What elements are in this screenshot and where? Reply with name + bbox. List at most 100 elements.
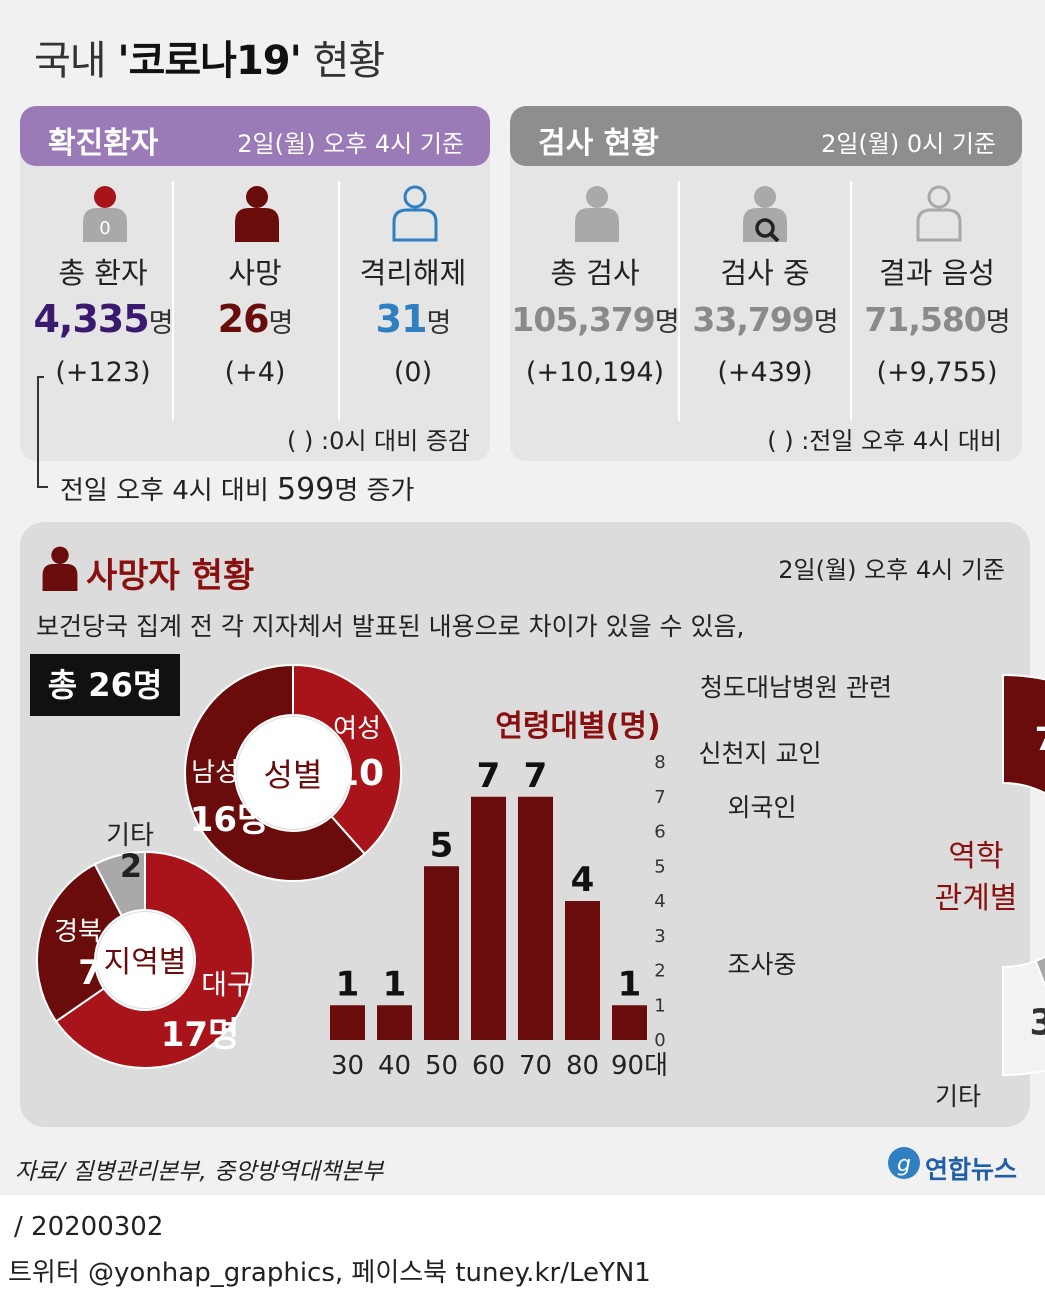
- confirmed-panel-header: 확진환자 2일(월) 오후 4시 기준: [20, 106, 490, 166]
- age-chart-title: 연령대별(명): [495, 709, 660, 744]
- age-ytick-label: 2: [654, 961, 665, 982]
- age-category-label: 70: [519, 1051, 552, 1081]
- magnifier-person-icon: [743, 186, 787, 242]
- patient-badge-icon: 0: [83, 186, 127, 242]
- epi-label-cheongdo: 청도대남병원 관련: [700, 673, 892, 702]
- epi-title-line1: 역학: [948, 839, 1003, 874]
- negative-delta: (+9,755): [876, 357, 998, 388]
- age-ytick-label: 4: [654, 891, 665, 912]
- tests-panel: 검사 현황 2일(월) 0시 기준 총 검사 105,379명 (+10,194…: [510, 106, 1022, 461]
- epi-label-shincheonji: 신천지 교인: [699, 739, 822, 768]
- region-slice: [36, 863, 124, 1023]
- daily-increase-callout: 전일 오후 4시 대비 599명 증가: [60, 472, 415, 507]
- age-bar-value: 1: [383, 964, 407, 1004]
- sex-value-male: 16명: [190, 800, 269, 840]
- age-category-label: 40: [378, 1051, 411, 1081]
- total-patients-value: 4,335명: [33, 297, 173, 341]
- region-slice: [93, 850, 146, 918]
- tests-header-date: 2일(월) 0시 기준: [821, 130, 996, 158]
- deaths-section-date: 2일(월) 오후 4시 기준: [778, 556, 1005, 584]
- epi-label-foreigner: 외국인: [727, 793, 796, 822]
- age-ytick-label: 0: [654, 1030, 665, 1051]
- epi-value-cheongdo: 7명: [1035, 720, 1045, 758]
- total-tests-label: 총 검사: [550, 256, 640, 290]
- region-donut-title: 지역별: [104, 945, 187, 980]
- total-tests-value: 105,379명: [511, 300, 679, 339]
- total-patients-label: 총 환자: [58, 256, 148, 290]
- sex-donut-hole: [237, 717, 349, 829]
- age-bar-value: 5: [430, 825, 454, 865]
- age-bar: [424, 866, 459, 1040]
- region-label-gyeongbuk: 경북: [54, 917, 102, 947]
- age-ytick-label: 1: [654, 995, 665, 1016]
- age-ytick-label: 5: [654, 856, 665, 877]
- region-value-other: 2: [120, 847, 142, 885]
- released-label: 격리해제: [359, 256, 467, 290]
- age-bar-value: 1: [336, 964, 360, 1004]
- testing-label: 검사 중: [720, 256, 810, 290]
- region-label-other: 기타: [106, 821, 154, 851]
- sex-donut-title: 성별: [264, 756, 323, 794]
- epi-label-investigating: 조사중: [727, 950, 796, 979]
- deceased-person-icon: [235, 186, 279, 242]
- sex-donut-chart: 성별 여성 10 남성 16명: [184, 663, 402, 882]
- age-bar-value: 7: [477, 756, 501, 796]
- deaths-value: 26명: [217, 297, 294, 341]
- source-credit: 자료/ 질병관리본부, 중앙방역대책본부: [15, 1159, 384, 1185]
- age-ytick-label: 6: [654, 822, 665, 843]
- column-divider: [678, 181, 680, 421]
- age-bar: [612, 1005, 647, 1040]
- deaths-section-title: 사망자 현황: [86, 556, 255, 596]
- age-bar: [330, 1005, 365, 1040]
- age-bar: [377, 1005, 412, 1040]
- region-value-gyeongbuk: 7: [78, 953, 102, 993]
- confirmed-panel: 확진환자 2일(월) 오후 4시 기준 0 총 환자 4,335명 (+123)…: [20, 106, 490, 461]
- age-category-label: 30: [331, 1051, 364, 1081]
- age-category-label: 80: [566, 1051, 599, 1081]
- age-ytick-label: 7: [654, 787, 665, 808]
- age-bar: [518, 796, 553, 1040]
- patient-badge-digit: 0: [99, 218, 110, 239]
- epi-slice: [1002, 673, 1045, 795]
- negative-label: 결과 음성: [879, 256, 995, 290]
- region-slice: [54, 850, 254, 1069]
- age-bar-value: 7: [524, 756, 548, 796]
- svg-text:g: g: [897, 1152, 911, 1177]
- yonhap-logo-text: 연합뉴스: [925, 1155, 1018, 1184]
- region-value-daegu: 17명: [161, 1015, 240, 1055]
- age-bar: [565, 901, 600, 1040]
- testing-delta: (+439): [717, 357, 813, 388]
- tests-panel-header: 검사 현황 2일(월) 0시 기준: [510, 106, 1022, 166]
- total-patients-delta: (+123): [55, 357, 151, 388]
- deaths-label: 사망: [228, 256, 282, 290]
- column-divider: [172, 181, 174, 421]
- epi-value-other: 3: [1030, 1003, 1045, 1044]
- sex-label-male: 남성: [191, 758, 239, 788]
- age-bar-value: 4: [571, 860, 595, 900]
- released-delta: (0): [393, 357, 433, 388]
- confirmed-header-title: 확진환자: [48, 126, 159, 161]
- total-tests-delta: (+10,194): [525, 357, 665, 388]
- sex-slice: [184, 663, 367, 882]
- sex-value-female: 10: [334, 753, 384, 794]
- released-person-icon: [392, 185, 438, 242]
- footer-social: 트위터 @yonhap_graphics, 페이스북 tuney.kr/LeYN…: [8, 1258, 651, 1288]
- footer-date: / 20200302: [14, 1212, 164, 1242]
- confirmed-header-date: 2일(월) 오후 4시 기준: [237, 130, 464, 158]
- page-title: 국내 '코로나19' 현황: [34, 38, 385, 84]
- age-ytick-label: 3: [654, 926, 665, 947]
- released-value: 31명: [375, 297, 452, 341]
- tests-header-title: 검사 현황: [538, 126, 659, 161]
- region-label-daegu: 대구: [201, 968, 253, 1001]
- deceased-person-icon: [42, 546, 78, 591]
- deaths-section-subtitle: 보건당국 집계 전 각 지자체서 발표된 내용으로 차이가 있을 수 있음,: [36, 612, 745, 641]
- age-ytick-label: 8: [654, 752, 665, 773]
- confirmed-note: ( ) :0시 대비 증감: [287, 427, 470, 455]
- sex-slice: [292, 663, 402, 856]
- callout-bracket: [37, 376, 48, 488]
- age-category-label: 50: [425, 1051, 458, 1081]
